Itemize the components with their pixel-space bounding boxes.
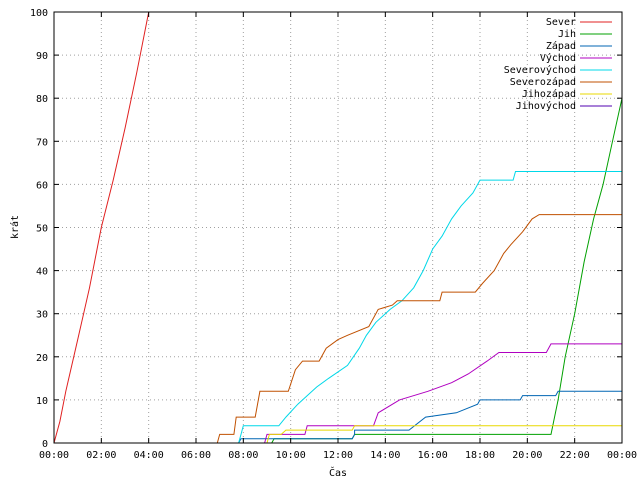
series-lines [54, 12, 622, 443]
y-tick-label: 70 [36, 137, 48, 148]
y-tick-label: 0 [42, 439, 48, 450]
legend-label: Jihovýchod [516, 100, 576, 112]
x-tick-label: 12:00 [323, 450, 353, 461]
x-tick-label: 00:00 [607, 450, 637, 461]
y-axis-label: krát [9, 215, 21, 239]
series-line-6 [54, 425, 622, 443]
x-tick-label: 04:00 [134, 450, 164, 461]
legend-label: Východ [540, 52, 576, 64]
x-axis-label: Čas [329, 466, 347, 479]
axes: 0 10 20 30 40 50 60 70 80 90 100 00:00 02:00 04:00 06:… [30, 8, 637, 461]
series-line-0 [54, 12, 150, 443]
y-tick-label: 40 [36, 267, 48, 278]
y-tick-label: 20 [36, 353, 48, 364]
x-tick-label: 08:00 [228, 450, 258, 461]
y-tick-label: 80 [36, 94, 48, 105]
legend-label: Jihozápad [522, 88, 576, 100]
x-tick-label: 20:00 [512, 450, 542, 461]
y-tick-label: 90 [36, 51, 48, 62]
x-tick-label: 00:00 [39, 450, 69, 461]
y-tick-label: 100 [30, 8, 48, 19]
x-tick-label: 06:00 [181, 450, 211, 461]
grid-lines [54, 12, 622, 443]
series-line-5 [54, 214, 622, 443]
y-tick-label: 30 [36, 310, 48, 321]
series-line-2 [54, 390, 622, 443]
y-tick-label: 50 [36, 224, 48, 235]
y-tick-label: 60 [36, 180, 48, 191]
y-tick-label: 10 [36, 396, 48, 407]
x-tick-label: 14:00 [370, 450, 400, 461]
legend-label: Západ [546, 40, 576, 52]
x-tick-label: 16:00 [418, 450, 448, 461]
x-tick-label: 18:00 [465, 450, 495, 461]
x-tick-label: 10:00 [276, 450, 306, 461]
legend: SeverJihZápadVýchodSeverovýchodSeverozáp… [504, 17, 612, 112]
series-line-4 [54, 171, 622, 443]
legend-label: Severovýchod [504, 64, 576, 76]
legend-label: Sever [546, 17, 576, 28]
legend-label: Severozápad [510, 76, 576, 88]
x-tick-label: 22:00 [560, 450, 590, 461]
x-tick-label: 02:00 [86, 450, 116, 461]
legend-label: Jih [558, 29, 576, 40]
series-line-3 [54, 343, 622, 443]
